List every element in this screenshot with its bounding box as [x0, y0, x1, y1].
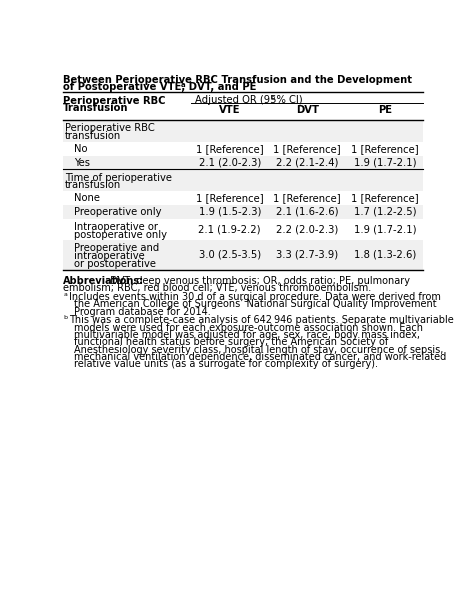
Text: Abbreviations:: Abbreviations: — [63, 276, 144, 286]
Text: DVT, deep venous thrombosis; OR, odds ratio; PE, pulmonary: DVT, deep venous thrombosis; OR, odds ra… — [107, 276, 410, 286]
Text: Intraoperative or: Intraoperative or — [74, 222, 158, 232]
Text: 3.3 (2.7-3.9): 3.3 (2.7-3.9) — [276, 250, 338, 260]
Text: 1 [Reference]: 1 [Reference] — [273, 144, 341, 153]
Text: embolism; RBC, red blood cell; VTE, venous thromboembolism.: embolism; RBC, red blood cell; VTE, veno… — [63, 283, 371, 293]
Text: Includes events within 30 d of a surgical procedure. Data were derived from: Includes events within 30 d of a surgica… — [69, 292, 440, 302]
Text: the American College of Surgeons’ National Surgical Quality Improvement: the American College of Surgeons’ Nation… — [74, 299, 437, 309]
Text: Adjusted OR (95% CI): Adjusted OR (95% CI) — [195, 95, 302, 105]
Text: 1.9 (1.5-2.3): 1.9 (1.5-2.3) — [199, 207, 261, 217]
Text: PE: PE — [378, 105, 392, 115]
Bar — [63, 191, 423, 205]
Text: functional health status before surgery, the American Society of: functional health status before surgery,… — [74, 338, 388, 347]
Text: transfusion: transfusion — [64, 180, 121, 190]
Text: b: b — [63, 315, 67, 320]
Text: 1.9 (1.7-2.1): 1.9 (1.7-2.1) — [354, 225, 416, 234]
Text: postoperative only: postoperative only — [74, 230, 167, 240]
Text: of Postoperative VTE, DVT, and PE: of Postoperative VTE, DVT, and PE — [63, 83, 256, 92]
Text: Preoperative only: Preoperative only — [74, 207, 162, 217]
Bar — [63, 142, 423, 156]
Bar — [63, 219, 423, 240]
Text: 2.1 (2.0-2.3): 2.1 (2.0-2.3) — [199, 158, 261, 167]
Text: 1 [Reference]: 1 [Reference] — [196, 144, 264, 153]
Text: 1.9 (1.7-2.1): 1.9 (1.7-2.1) — [354, 158, 416, 167]
Text: a: a — [63, 292, 67, 297]
Text: 2.2 (2.1-2.4): 2.2 (2.1-2.4) — [276, 158, 338, 167]
Bar — [63, 156, 423, 170]
Text: 2.2 (2.0-2.3): 2.2 (2.0-2.3) — [276, 225, 338, 234]
Text: Yes: Yes — [74, 158, 90, 167]
Text: Perioperative RBC: Perioperative RBC — [64, 123, 155, 133]
Text: mechanical ventilation dependence, disseminated cancer, and work-related: mechanical ventilation dependence, disse… — [74, 352, 446, 362]
Text: Program database for 2014.: Program database for 2014. — [74, 307, 211, 316]
Text: Perioperative RBC: Perioperative RBC — [63, 95, 165, 106]
Bar — [63, 120, 423, 142]
Text: This was a complete-case analysis of 642 946 patients. Separate multivariable: This was a complete-case analysis of 642… — [69, 315, 453, 326]
Text: No: No — [74, 144, 88, 153]
Text: 1 [Reference]: 1 [Reference] — [351, 144, 419, 153]
Text: 1.8 (1.3-2.6): 1.8 (1.3-2.6) — [354, 250, 416, 260]
Text: intraoperative: intraoperative — [74, 251, 145, 261]
Text: 3.0 (2.5-3.5): 3.0 (2.5-3.5) — [199, 250, 261, 260]
Text: 1 [Reference]: 1 [Reference] — [273, 193, 341, 203]
Text: b: b — [271, 95, 275, 101]
Bar — [63, 170, 423, 191]
Text: VTE: VTE — [219, 105, 240, 115]
Text: 2.1 (1.9-2.2): 2.1 (1.9-2.2) — [199, 225, 261, 234]
Bar — [63, 205, 423, 219]
Text: Time of perioperative: Time of perioperative — [64, 173, 172, 182]
Text: None: None — [74, 193, 100, 203]
Text: Between Perioperative RBC Transfusion and the Development: Between Perioperative RBC Transfusion an… — [63, 75, 412, 85]
Text: Anesthesiology severity class, hospital length of stay, occurrence of sepsis,: Anesthesiology severity class, hospital … — [74, 345, 443, 355]
Bar — [63, 240, 423, 269]
Text: a: a — [181, 82, 185, 88]
Text: 1 [Reference]: 1 [Reference] — [196, 193, 264, 203]
Text: 1 [Reference]: 1 [Reference] — [351, 193, 419, 203]
Text: Preoperative and: Preoperative and — [74, 243, 159, 254]
Text: 2.1 (1.6-2.6): 2.1 (1.6-2.6) — [276, 207, 338, 217]
Text: or postoperative: or postoperative — [74, 259, 156, 269]
Text: transfusion: transfusion — [64, 131, 121, 141]
Text: Transfusion: Transfusion — [63, 103, 128, 114]
Text: 1.7 (1.2-2.5): 1.7 (1.2-2.5) — [354, 207, 416, 217]
Text: relative value units (as a surrogate for complexity of surgery).: relative value units (as a surrogate for… — [74, 359, 378, 369]
Text: DVT: DVT — [296, 105, 319, 115]
Text: models were used for each exposure-outcome association shown. Each: models were used for each exposure-outco… — [74, 323, 423, 333]
Text: multivariable model was adjusted for age, sex, race, body mass index,: multivariable model was adjusted for age… — [74, 330, 420, 340]
